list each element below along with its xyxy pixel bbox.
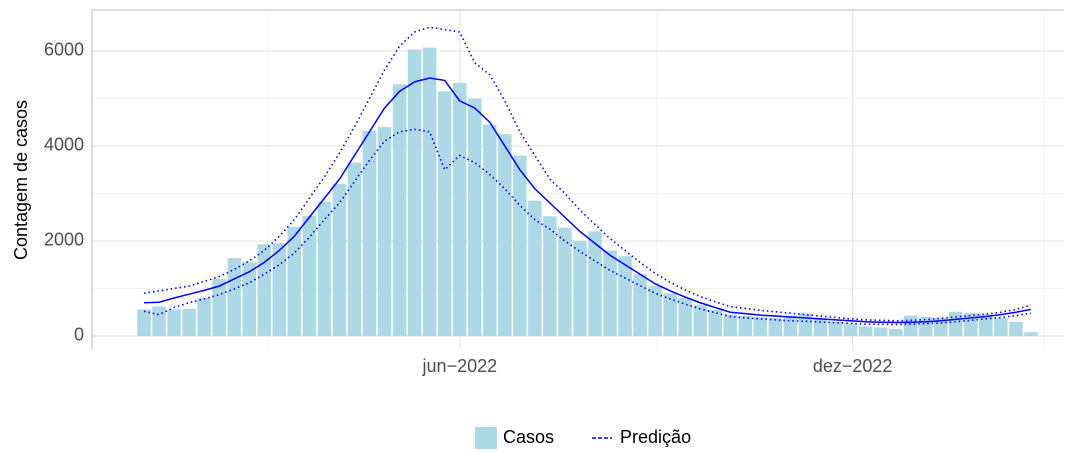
y-tick-label: 0	[74, 325, 84, 345]
bar	[1009, 321, 1023, 336]
bar	[377, 126, 392, 336]
legend-label: Predição	[620, 427, 691, 447]
bar	[242, 262, 257, 336]
legend-swatch	[475, 427, 497, 449]
bar	[257, 244, 272, 336]
bar	[708, 309, 723, 336]
bar	[888, 328, 903, 336]
bar	[302, 215, 317, 336]
bar	[663, 293, 677, 336]
bar	[693, 305, 707, 336]
bar	[828, 321, 843, 336]
bar	[903, 315, 918, 336]
bar	[272, 243, 287, 336]
bar	[227, 258, 241, 336]
prediction-line	[143, 77, 1032, 324]
bar	[422, 47, 437, 336]
bar	[949, 311, 963, 336]
bar	[407, 49, 422, 336]
bar	[768, 317, 783, 336]
bar	[137, 309, 151, 336]
bar	[212, 278, 226, 336]
bar	[858, 326, 873, 336]
bar	[287, 226, 302, 336]
bar	[558, 227, 572, 336]
bar	[603, 250, 617, 336]
bar	[918, 316, 933, 336]
bar	[843, 324, 858, 336]
interval-line	[143, 128, 1032, 326]
bar	[362, 130, 377, 336]
bar	[392, 84, 407, 336]
bar	[1024, 332, 1038, 336]
bar	[813, 318, 828, 336]
bar	[633, 274, 647, 336]
bar	[588, 231, 602, 336]
bar	[678, 297, 692, 336]
bar	[783, 316, 798, 336]
y-axis-label: Contagem de casos	[11, 100, 31, 260]
legend-label: Casos	[503, 427, 554, 447]
bar	[167, 309, 181, 336]
bar	[798, 313, 813, 336]
bar	[347, 162, 362, 336]
bar	[543, 216, 557, 336]
y-tick-label: 4000	[44, 135, 84, 155]
bar	[513, 155, 527, 336]
bar	[964, 313, 978, 336]
bar	[482, 124, 497, 336]
bar	[738, 316, 753, 336]
bar	[873, 327, 888, 336]
y-tick-label: 2000	[44, 230, 84, 250]
x-tick-label: dez−2022	[813, 356, 893, 376]
bar	[753, 316, 768, 336]
bar	[332, 183, 347, 336]
y-tick-label: 6000	[44, 40, 84, 60]
bar	[197, 297, 211, 336]
bar	[573, 240, 587, 336]
bar	[317, 201, 332, 336]
bar	[528, 200, 542, 336]
bar	[152, 306, 166, 336]
bar	[452, 82, 467, 336]
bar	[498, 134, 512, 336]
bar	[994, 317, 1008, 336]
bar	[723, 314, 738, 336]
bar	[648, 286, 662, 336]
bar	[437, 91, 452, 336]
bar	[467, 98, 482, 336]
bar	[182, 308, 196, 336]
x-tick-label: jun−2022	[422, 356, 498, 376]
